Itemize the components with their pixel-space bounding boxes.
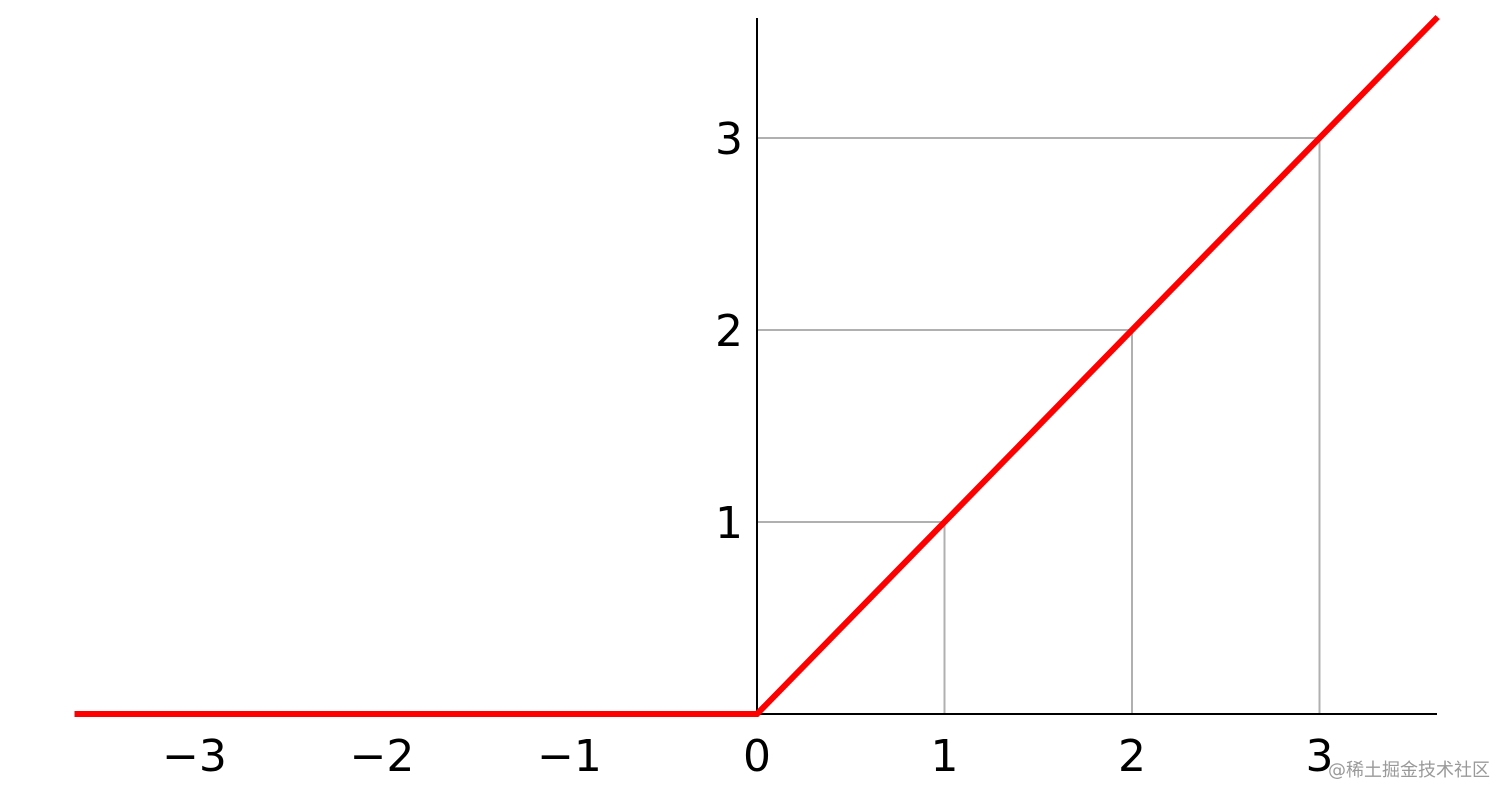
x-tick-label: −1 <box>537 731 602 782</box>
y-tick-label: 1 <box>715 498 743 549</box>
x-tick-label: 2 <box>1118 731 1146 782</box>
y-tick-label: 2 <box>715 306 743 357</box>
x-tick-label: 0 <box>743 731 771 782</box>
x-tick-label: 3 <box>1306 731 1334 782</box>
x-tick-label: 1 <box>931 731 959 782</box>
relu-line <box>74 14 1440 717</box>
x-tick-label: −2 <box>350 731 415 782</box>
y-tick-label: 3 <box>715 114 743 165</box>
x-tick-label: −3 <box>162 731 227 782</box>
watermark: @稀土掘金技术社区 <box>1328 760 1490 781</box>
